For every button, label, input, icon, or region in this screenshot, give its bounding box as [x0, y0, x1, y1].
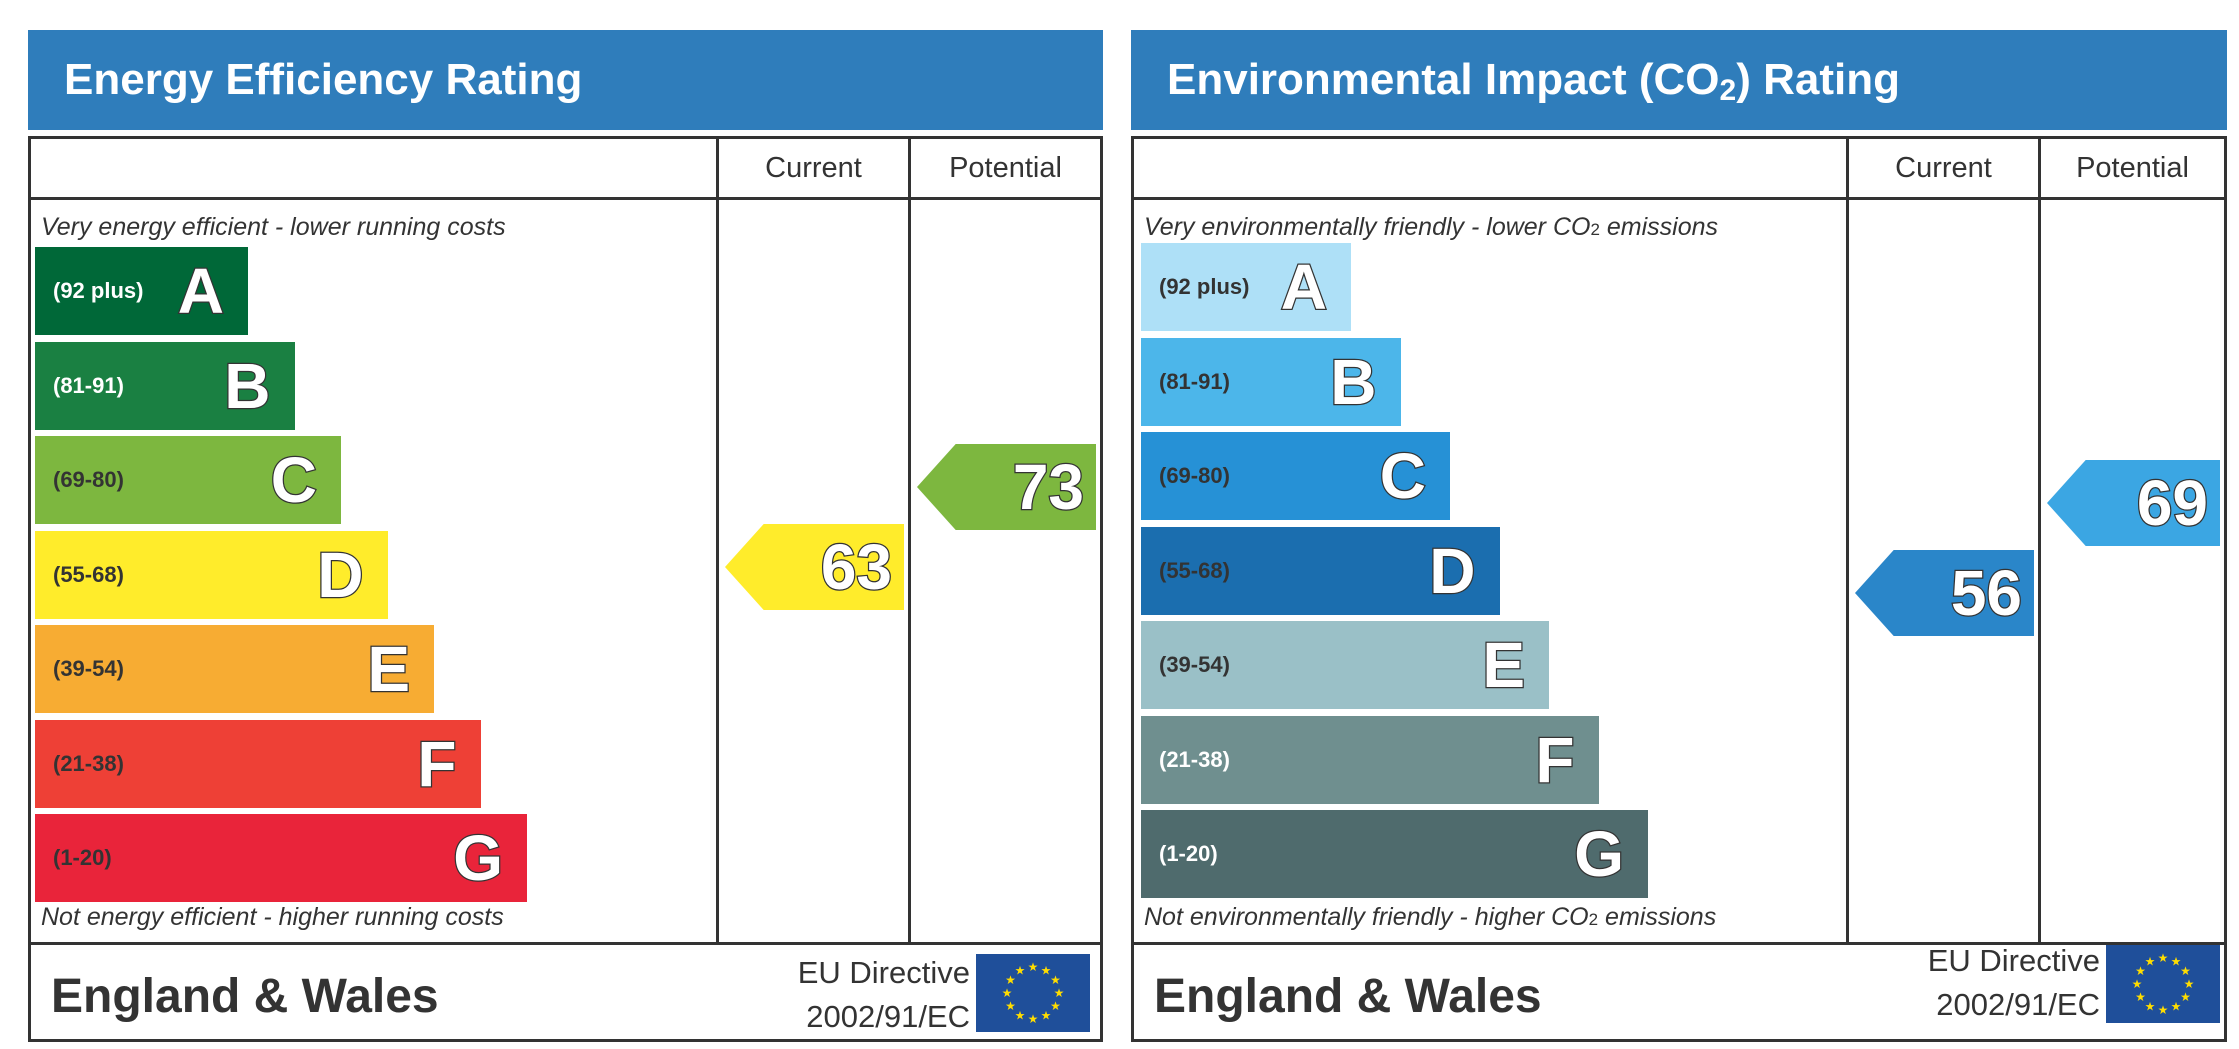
- band-range: (92 plus): [53, 278, 144, 303]
- energy-efficiency-chart: Energy Efficiency Rating Current Potenti…: [28, 30, 1103, 1042]
- eu-star: ★: [1050, 973, 1061, 987]
- band-letter: F: [416, 727, 458, 800]
- bottom-note: Not environmentally friendly - higher CO…: [1144, 903, 1717, 931]
- band-letter: G: [452, 822, 504, 894]
- chart-title: Energy Efficiency Rating: [28, 30, 1103, 130]
- chart-frame: Current Potential Very environmentally f…: [1131, 136, 2227, 1042]
- band-range: (69-80): [1159, 463, 1230, 488]
- potential-rating-arrow: 73: [917, 443, 1096, 530]
- band-letter: B: [1329, 345, 1378, 418]
- region-label: England & Wales: [1154, 970, 1542, 1023]
- chart-title: Environmental Impact (CO2) Rating: [1131, 30, 2227, 130]
- band-range: (21-38): [1159, 746, 1230, 772]
- potential-arrow-shape: [917, 443, 1096, 530]
- column-header-potential: Potential: [2076, 151, 2189, 184]
- potential-rating-value: 69: [2136, 466, 2210, 541]
- band-range: (55-68): [1159, 557, 1230, 583]
- column-header-current: Current: [765, 151, 862, 184]
- band-letter: F: [1534, 723, 1576, 796]
- current-rating-arrow: 56: [1855, 550, 2034, 637]
- eu-star: ★: [1041, 963, 1052, 977]
- band-d: (55-68) D: [35, 530, 388, 619]
- eu-flag-icon: ★ ★ ★ ★ ★ ★ ★ ★ ★ ★ ★ ★: [976, 954, 1090, 1032]
- eu-star: ★: [2135, 990, 2146, 1004]
- eu-star: ★: [1015, 1009, 1026, 1023]
- current-rating-arrow: 63: [725, 523, 904, 610]
- column-header-current: Current: [1895, 151, 1992, 184]
- bottom-note: Not energy efficient - higher running co…: [41, 903, 504, 931]
- band-e: (39-54) E: [1141, 621, 1549, 709]
- eu-directive-label: EU Directive 2002/91/EC: [1927, 943, 2100, 1022]
- band-range: (39-54): [53, 656, 124, 681]
- eu-directive-label: EU Directive 2002/91/EC: [797, 955, 970, 1034]
- eu-flag-icon: ★ ★ ★ ★ ★ ★ ★ ★ ★ ★ ★ ★: [2106, 945, 2220, 1023]
- band-letter: A: [1280, 251, 1329, 323]
- band-range: (1-20): [53, 845, 112, 870]
- eu-star: ★: [1041, 1009, 1052, 1023]
- eu-star: ★: [2158, 951, 2169, 965]
- eu-star: ★: [1015, 963, 1026, 977]
- eu-star: ★: [2180, 964, 2191, 978]
- eu-star: ★: [2171, 954, 2182, 968]
- eu-star: ★: [2145, 1000, 2156, 1014]
- band-letter: D: [316, 538, 365, 611]
- eu-star: ★: [1005, 999, 1016, 1013]
- eu-star: ★: [1028, 1012, 1039, 1026]
- band-range: (81-91): [53, 372, 124, 398]
- band-range: (92 plus): [1159, 274, 1250, 299]
- band-b: (81-91) B: [1141, 337, 1401, 426]
- environmental-impact-chart: Environmental Impact (CO2) Rating Curren…: [1131, 30, 2227, 1042]
- chart-frame: Current Potential Very energy efficient …: [28, 136, 1103, 1042]
- eu-star: ★: [1054, 986, 1065, 1000]
- eu-star: ★: [2145, 954, 2156, 968]
- potential-rating-arrow: 69: [2047, 460, 2220, 547]
- current-arrow-shape: [725, 523, 904, 610]
- top-note: Very energy efficient - lower running co…: [41, 213, 506, 241]
- band-letter: D: [1428, 534, 1477, 607]
- eu-star: ★: [2171, 1000, 2182, 1014]
- band-c: (69-80) C: [1141, 432, 1450, 520]
- band-d: (55-68) D: [1141, 526, 1500, 615]
- band-a: (92 plus) A: [1141, 243, 1351, 331]
- eu-star: ★: [2184, 977, 2195, 991]
- current-arrow-shape: [1855, 550, 2034, 637]
- column-header-potential: Potential: [949, 151, 1062, 184]
- band-g: (1-20) G: [35, 814, 527, 902]
- band-range: (21-38): [53, 750, 124, 776]
- band-range: (39-54): [1159, 652, 1230, 677]
- band-range: (81-91): [1159, 368, 1230, 394]
- eu-star: ★: [1002, 986, 1013, 1000]
- eu-star: ★: [1050, 999, 1061, 1013]
- band-e: (39-54) E: [35, 625, 434, 713]
- region-label: England & Wales: [51, 970, 439, 1023]
- potential-rating-value: 73: [1012, 449, 1086, 524]
- current-rating-value: 63: [820, 530, 894, 605]
- band-b: (81-91) B: [35, 341, 295, 430]
- band-range: (55-68): [53, 561, 124, 587]
- eu-star: ★: [2158, 1003, 2169, 1017]
- band-f: (21-38) F: [35, 719, 481, 808]
- band-letter: C: [270, 444, 319, 516]
- band-f: (21-38) F: [1141, 715, 1599, 804]
- band-range: (69-80): [53, 467, 124, 492]
- band-c: (69-80) C: [35, 436, 341, 524]
- eu-star: ★: [2135, 964, 2146, 978]
- potential-arrow-shape: [2047, 460, 2220, 547]
- band-a: (92 plus) A: [35, 247, 248, 335]
- eu-star: ★: [1005, 973, 1016, 987]
- band-letter: E: [366, 633, 411, 705]
- band-letter: C: [1379, 440, 1428, 512]
- eu-star: ★: [1028, 960, 1039, 974]
- band-range: (1-20): [1159, 841, 1218, 866]
- band-letter: B: [223, 349, 272, 422]
- top-note: Very environmentally friendly - lower CO…: [1144, 213, 1719, 241]
- current-rating-value: 56: [1950, 556, 2024, 631]
- band-letter: G: [1573, 818, 1625, 890]
- band-letter: A: [177, 255, 226, 327]
- band-letter: E: [1481, 629, 1526, 701]
- title-main: Environmental Impact (CO2) Rating: [1167, 55, 1900, 107]
- eu-star: ★: [2132, 977, 2143, 991]
- band-g: (1-20) G: [1141, 810, 1648, 898]
- eu-star: ★: [2180, 990, 2191, 1004]
